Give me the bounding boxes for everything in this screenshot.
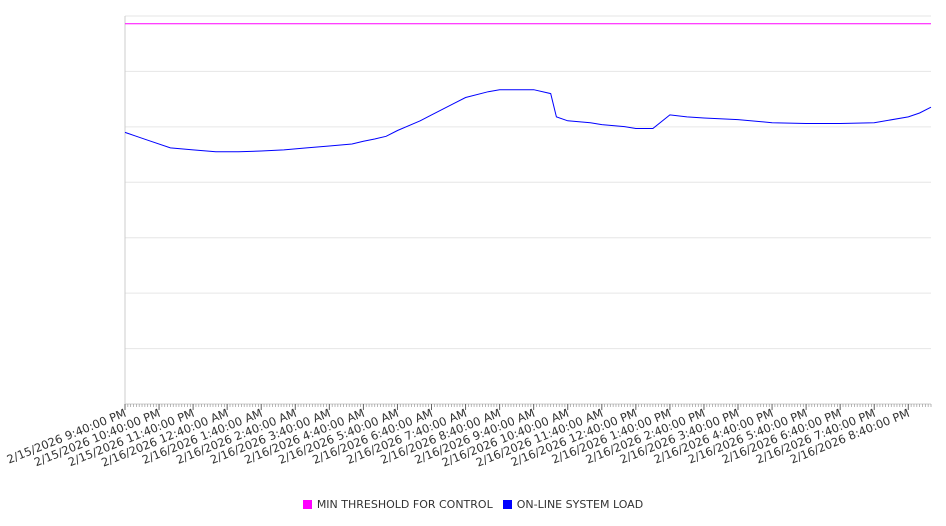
legend-swatch-threshold bbox=[302, 500, 312, 509]
series-line-1 bbox=[124, 89, 932, 153]
x-tick-labels: 2/15/2026 9:40:00 PM2/15/2026 10:40:00 P… bbox=[5, 404, 911, 470]
legend-swatch-system-load bbox=[502, 500, 512, 509]
legend-item-system-load[interactable]: ON-LINE SYSTEM LOAD bbox=[502, 498, 644, 511]
legend-item-threshold[interactable]: MIN THRESHOLD FOR CONTROL bbox=[302, 498, 493, 511]
grid-lines bbox=[125, 15, 931, 350]
legend-label-threshold: MIN THRESHOLD FOR CONTROL bbox=[316, 498, 493, 511]
legend: MIN THRESHOLD FOR CONTROL ON-LINE SYSTEM… bbox=[0, 498, 946, 511]
legend-label-system-load: ON-LINE SYSTEM LOAD bbox=[516, 498, 644, 511]
series-lines bbox=[124, 23, 932, 153]
